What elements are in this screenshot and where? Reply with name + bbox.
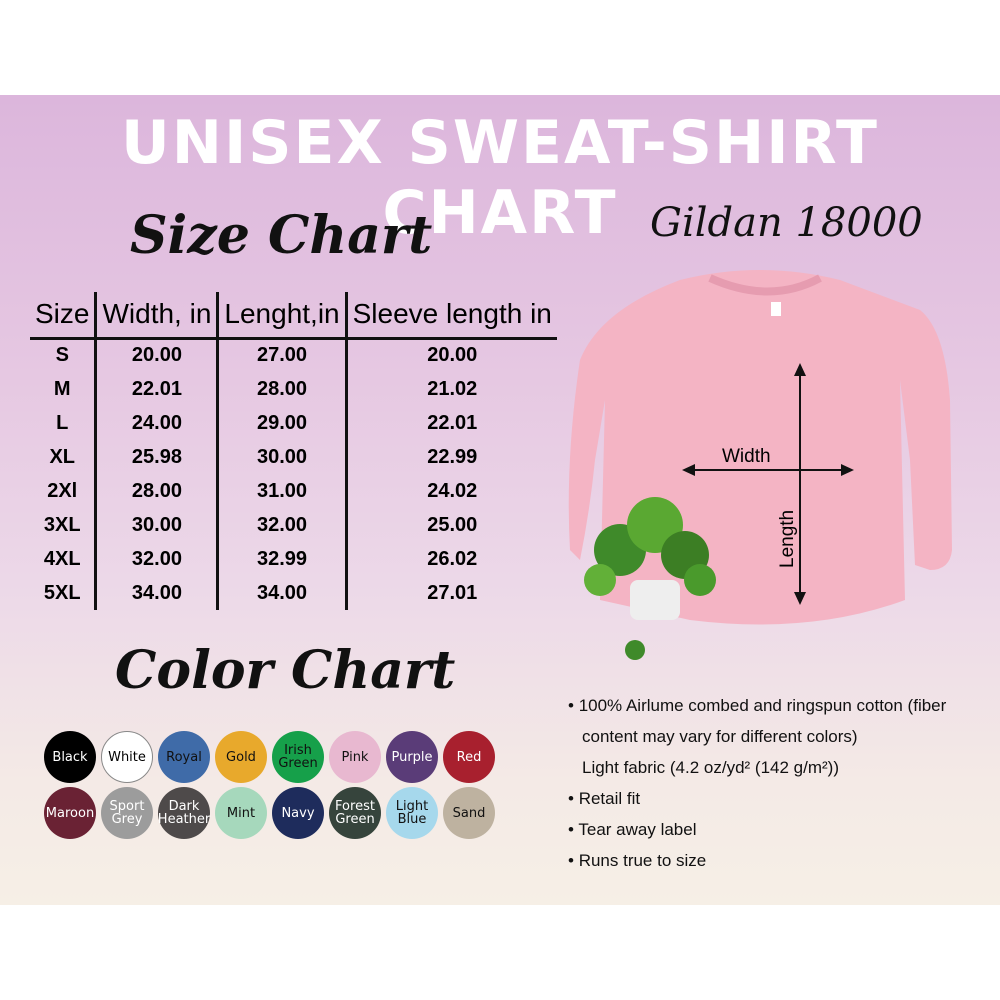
table-cell: 24.00	[94, 406, 218, 440]
table-row: 2Xl 28.00 31.00 24.02	[30, 474, 557, 508]
color-swatch: Purple	[386, 731, 438, 783]
color-name: Light Blue	[395, 799, 429, 827]
table-cell: 32.99	[216, 542, 347, 576]
table-cell: 21.02	[344, 372, 557, 406]
length-label: Length	[777, 510, 798, 568]
color-name: Black	[52, 749, 88, 765]
table-cell: 26.02	[344, 542, 557, 576]
tag	[771, 302, 781, 316]
feature-item: Retail fit	[568, 783, 946, 814]
color-name: Forest Green	[335, 799, 375, 827]
table-cell: 25.00	[344, 508, 557, 542]
width-label: Width	[722, 446, 771, 467]
table-cell: 20.00	[344, 338, 557, 372]
feature-item: 100% Airlume combed and ringspun cotton …	[568, 690, 947, 721]
size-chart-heading: Size Chart	[130, 205, 433, 266]
table-row: XL 25.98 30.00 22.99	[30, 440, 557, 474]
color-name: Pink	[341, 749, 369, 765]
color-name: White	[108, 749, 146, 765]
color-name: Dark Heather	[157, 799, 211, 827]
table-cell: 27.00	[216, 338, 347, 372]
color-name: Maroon	[45, 805, 95, 821]
table-cell: 22.99	[344, 440, 557, 474]
plant-decoration	[584, 497, 716, 660]
color-name: Purple	[391, 749, 433, 765]
table-cell: 28.00	[216, 372, 347, 406]
table-row: L 24.00 29.00 22.01	[30, 406, 557, 440]
color-chart-heading: Color Chart	[115, 640, 456, 701]
size-table: Size Width, in Lenght,in Sleeve length in S…	[30, 292, 557, 610]
column-header: Lenght,in	[216, 292, 347, 340]
table-cell: S	[55, 344, 69, 367]
table-cell: 32.00	[216, 508, 347, 542]
feature-item: Light fabric (4.2 oz/yd² (142 g/m²))	[582, 758, 839, 777]
collar	[708, 274, 822, 296]
color-swatch: Black	[44, 731, 96, 783]
table-cell: 32.00	[94, 542, 218, 576]
table-cell: 30.00	[216, 440, 347, 474]
color-name: Royal	[166, 749, 202, 765]
table-cell: 5XL	[43, 581, 81, 604]
table-cell: 31.00	[216, 474, 347, 508]
color-swatch: Dark Heather	[158, 787, 210, 839]
table-row: S 20.00 27.00 20.00	[30, 338, 557, 372]
column-header: Sleeve length in	[344, 292, 557, 340]
color-name: Irish Green	[278, 743, 318, 771]
table-row: 4XL 32.00 32.99 26.02	[30, 542, 557, 576]
feature-item: Tear away label	[568, 814, 946, 845]
color-swatch: Light Blue	[386, 787, 438, 839]
color-swatch: Gold	[215, 731, 267, 783]
table-row: 3XL 30.00 32.00 25.00	[30, 508, 557, 542]
table-cell: 2Xl	[47, 479, 78, 502]
color-swatch: Sport Grey	[101, 787, 153, 839]
color-swatch: Mint	[215, 787, 267, 839]
color-name: Navy	[281, 805, 315, 821]
color-name: Red	[456, 749, 482, 765]
color-swatch: Red	[443, 731, 495, 783]
table-cell: 29.00	[216, 406, 347, 440]
table-cell: 4XL	[43, 547, 81, 570]
table-cell: 25.98	[94, 440, 218, 474]
table-cell: 27.01	[344, 576, 557, 610]
column-header: Size	[30, 292, 96, 340]
table-cell: M	[53, 377, 71, 400]
feature-item: Runs true to size	[568, 845, 946, 876]
color-name: Sport Grey	[109, 799, 145, 827]
model-name: Gildan 18000	[650, 200, 923, 246]
color-swatch: Navy	[272, 787, 324, 839]
color-swatch: White	[101, 731, 153, 783]
table-cell: 22.01	[94, 372, 218, 406]
feature-list: 100% Airlume combed and ringspun cotton …	[568, 690, 946, 876]
color-swatch: Irish Green	[272, 731, 324, 783]
color-name: Mint	[226, 805, 256, 821]
feature-item: content may vary for different colors)	[582, 727, 858, 746]
table-cell: 24.02	[344, 474, 557, 508]
table-cell: XL	[49, 445, 76, 468]
table-cell: 34.00	[94, 576, 218, 610]
color-swatch: Pink	[329, 731, 381, 783]
sweatshirt-diagram: Width Length	[568, 270, 952, 660]
column-header: Width, in	[94, 292, 218, 340]
color-swatch: Sand	[443, 787, 495, 839]
table-cell: L	[56, 411, 69, 434]
page-title: UNISEX SWEAT-SHIRT CHART	[121, 108, 879, 248]
table-cell: 28.00	[94, 474, 218, 508]
table-row: 5XL 34.00 34.00 27.01	[30, 576, 557, 610]
table-cell: 30.00	[94, 508, 218, 542]
table-cell: 3XL	[43, 513, 81, 536]
color-name: Gold	[226, 749, 256, 765]
table-row: M 22.01 28.00 21.02	[30, 372, 557, 406]
color-name: Sand	[452, 805, 486, 821]
color-swatch: Maroon	[44, 787, 96, 839]
table-cell: 34.00	[216, 576, 347, 610]
table-cell: 20.00	[94, 338, 218, 372]
color-swatch: Forest Green	[329, 787, 381, 839]
table-cell: 22.01	[344, 406, 557, 440]
color-swatch: Royal	[158, 731, 210, 783]
